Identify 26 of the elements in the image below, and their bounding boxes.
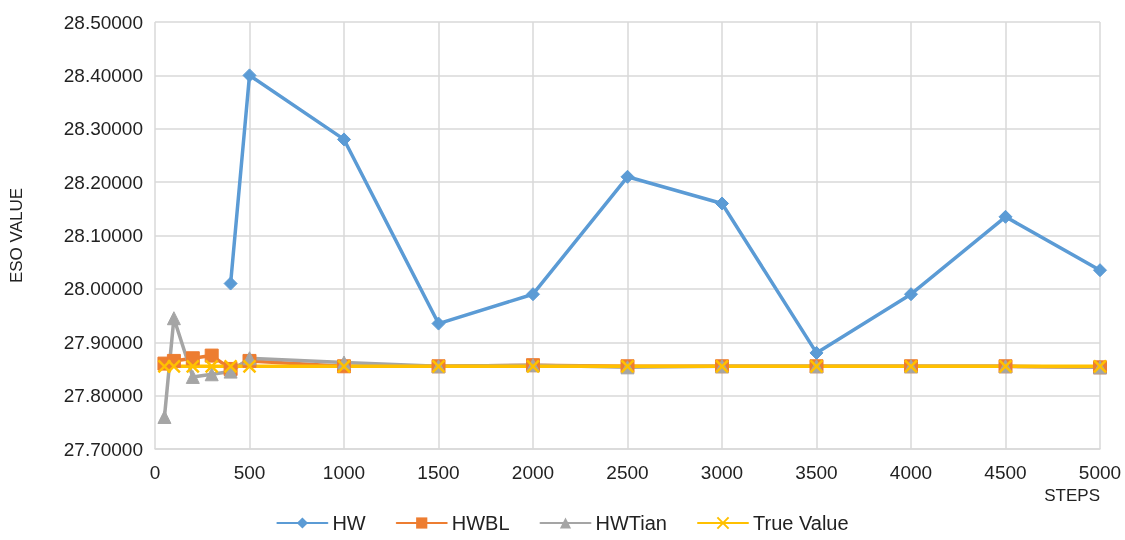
legend-label: HW <box>332 512 366 534</box>
y-tick-label: 27.90000 <box>63 331 143 353</box>
x-tick-label: 3000 <box>700 462 744 483</box>
y-tick-label: 28.40000 <box>63 64 143 86</box>
x-tick-label: 4500 <box>984 462 1027 483</box>
y-tick-label: 28.00000 <box>63 278 143 300</box>
x-tick-label: 2500 <box>606 462 649 483</box>
y-tick-label: 28.10000 <box>63 225 143 246</box>
y-tick-label: 27.70000 <box>63 438 143 460</box>
x-axis-title: STEPS <box>1044 486 1100 505</box>
x-tick-label: 4000 <box>889 462 933 483</box>
x-tick-label: 2000 <box>511 462 555 483</box>
x-tick-label: 1000 <box>322 462 366 483</box>
x-tick-label: 3500 <box>795 462 838 483</box>
x-tick-label: 500 <box>233 462 266 483</box>
y-tick-label: 28.30000 <box>63 118 143 140</box>
x-tick-label: 1500 <box>417 462 460 483</box>
y-axis-title: ESO VALUE <box>7 187 26 284</box>
y-tick-label: 28.50000 <box>63 11 143 33</box>
legend-label: True Value <box>752 512 849 534</box>
legend-label: HWBL <box>451 512 510 534</box>
x-tick-label: 5000 <box>1078 462 1122 483</box>
y-tick-label: 27.80000 <box>63 385 143 407</box>
legend-label: HWTian <box>595 512 667 534</box>
x-tick-label: 0 <box>149 462 161 483</box>
y-tick-label: 28.20000 <box>63 171 143 193</box>
